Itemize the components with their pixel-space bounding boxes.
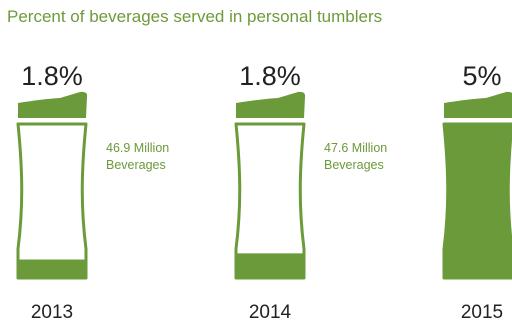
annotation-label: Beverages [106,158,166,172]
tumbler-lid [444,91,512,118]
tumbler-outline [16,122,88,280]
tumbler-lid [18,91,88,118]
chart-title: Percent of beverages served in personal … [7,7,383,26]
value-label: 5% [462,61,501,91]
tumbler-lid [236,91,306,118]
category-label: 2014 [249,302,292,323]
category-label: 2013 [31,302,73,323]
tumbler-outline [234,122,306,280]
category-label: 2015 [461,302,503,323]
annotation-label: 46.9 Million [106,141,169,155]
annotation-label: 47.6 Million [324,141,387,155]
annotation-label: Beverages [324,158,384,172]
tumbler-fill [444,124,512,278]
value-label: 1.8% [21,61,83,91]
value-label: 1.8% [239,61,301,91]
tumbler-fill [236,253,304,278]
tumbler-outline [442,122,512,280]
tumbler-fill [18,259,86,278]
